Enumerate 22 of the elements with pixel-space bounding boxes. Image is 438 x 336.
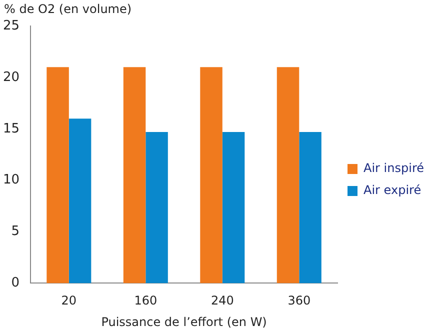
y-tick-label: 15 (2, 121, 20, 136)
bar (276, 67, 300, 284)
bar (146, 132, 168, 284)
bar (222, 132, 245, 284)
y-tick-label: 10 (2, 172, 20, 188)
legend-label: Air expiré (364, 183, 422, 198)
x-axis-title: Puissance de l’effort (en W) (101, 314, 267, 329)
x-tick-label: 20 (61, 294, 77, 308)
bar (46, 67, 69, 284)
y-tick-label: 25 (2, 18, 20, 34)
bar (299, 132, 322, 284)
x-tick-label: 240 (210, 294, 234, 308)
y-tick-label: 20 (2, 70, 20, 85)
legend-label: Air inspiré (364, 161, 424, 176)
y-tick-label: 0 (11, 276, 20, 291)
bar (123, 67, 146, 284)
y-axis-title: % de O2 (en volume) (4, 2, 132, 16)
bar (200, 67, 222, 284)
bar (68, 118, 92, 284)
y-tick-label: 5 (11, 224, 20, 240)
x-tick-label: 360 (288, 294, 311, 308)
x-tick-label: 160 (134, 294, 158, 308)
